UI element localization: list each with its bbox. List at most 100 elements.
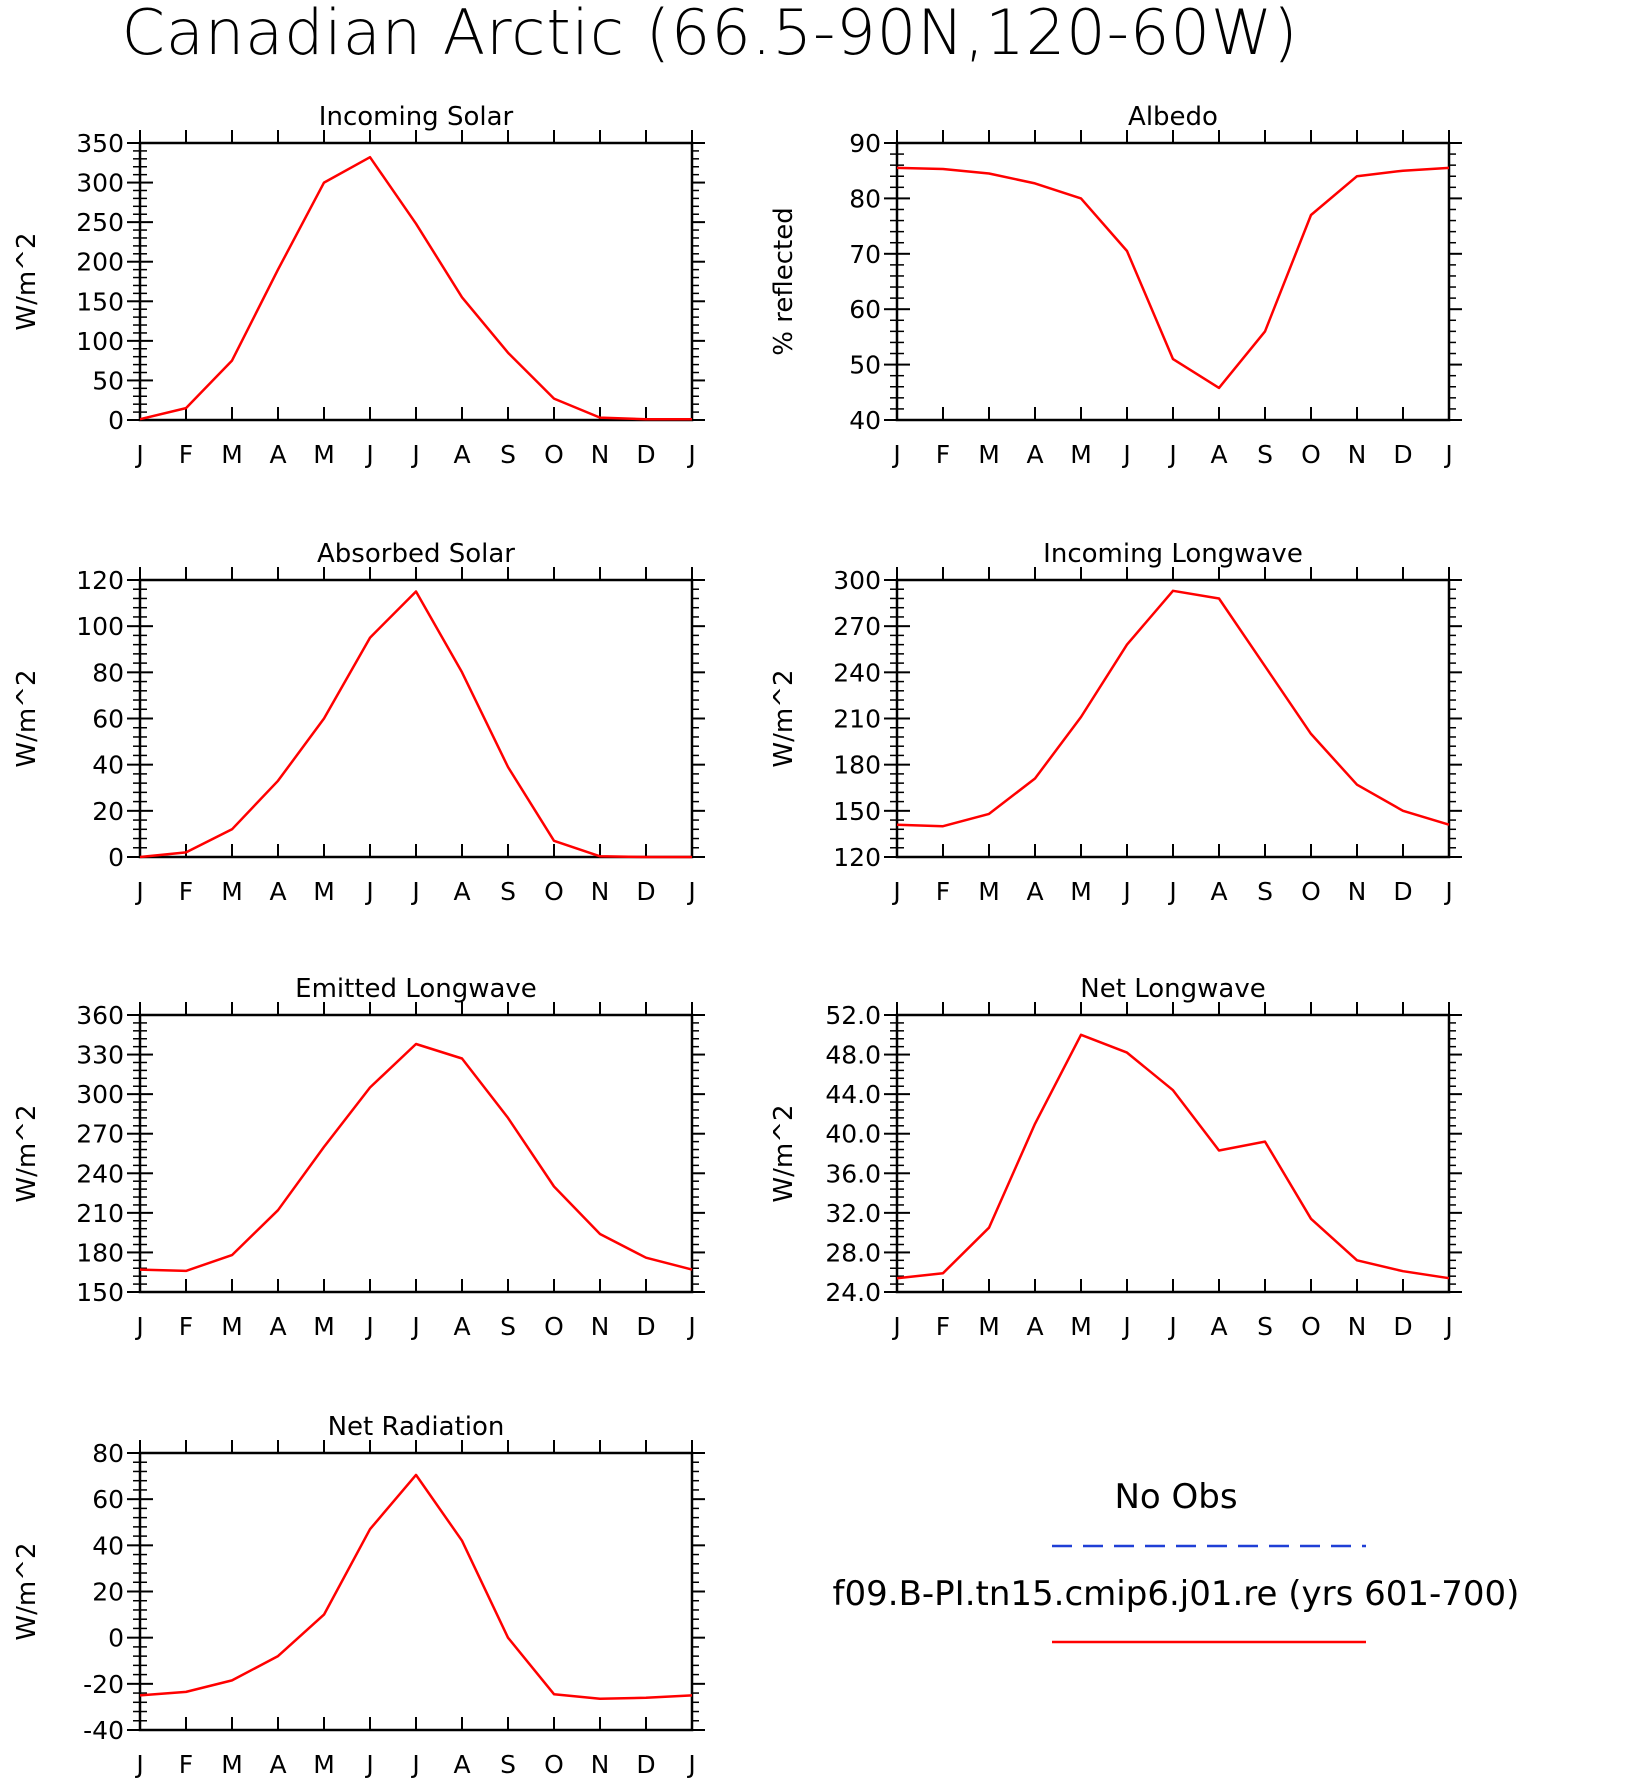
x-tick-label: F [179, 877, 193, 906]
legend-obs-label: No Obs [1114, 1477, 1237, 1517]
y-tick-label: 0 [108, 406, 124, 435]
y-tick-label: 48.0 [825, 1041, 881, 1070]
legend: No Obs f09.B-PI.tn15.cmip6.j01.re (yrs 6… [833, 1477, 1519, 1644]
x-tick-label: J [364, 440, 373, 469]
x-tick-label: N [1348, 1312, 1367, 1341]
x-tick-label: S [500, 440, 516, 469]
y-tick-label: 120 [76, 566, 124, 595]
x-tick-label: S [500, 1750, 516, 1779]
y-tick-label: 270 [76, 1120, 124, 1149]
x-tick-label: F [936, 877, 950, 906]
plot-frame [138, 1451, 694, 1732]
x-tick-label: F [179, 1312, 193, 1341]
y-tick-label: 240 [833, 658, 881, 687]
series-line [139, 155, 692, 421]
x-tick-label: J [686, 1312, 695, 1341]
x-tick-label: A [453, 877, 470, 906]
x-tick-label: J [1443, 1312, 1452, 1341]
x-tick-label: M [313, 440, 335, 469]
x-tick-label: D [636, 1312, 655, 1341]
y-tick-label: 24.0 [825, 1278, 881, 1307]
x-tick-label: A [1210, 440, 1227, 469]
y-tick-label: 40 [92, 1531, 124, 1560]
series-line [139, 1042, 693, 1273]
x-tick-label: D [636, 1750, 655, 1779]
x-tick-label: D [1393, 877, 1412, 906]
panel-title: Absorbed Solar [317, 539, 515, 569]
y-tick-label: 28.0 [825, 1238, 881, 1267]
y-tick-label: -40 [83, 1716, 124, 1745]
y-tick-label: 60 [92, 1485, 124, 1514]
y-tick-label: 80 [92, 658, 124, 687]
y-tick-label: -20 [83, 1670, 124, 1699]
y-tick-label: 180 [833, 751, 881, 780]
y-tick-label: 80 [849, 184, 881, 213]
plot-frame [895, 1013, 1451, 1294]
x-tick-label: A [269, 1750, 286, 1779]
x-tick-label: S [1257, 877, 1273, 906]
x-tick-label: O [544, 440, 564, 469]
x-tick-label: F [179, 440, 193, 469]
x-tick-label: D [1393, 440, 1412, 469]
y-tick-label: 32.0 [825, 1199, 881, 1228]
y-tick-label: 210 [833, 705, 881, 734]
x-tick-label: J [134, 1750, 143, 1779]
x-tick-label: J [1121, 877, 1130, 906]
x-tick-label: N [591, 1750, 610, 1779]
figure-title: Canadian Arctic (66.5-90N,120-60W) [122, 0, 1299, 69]
x-tick-label: O [544, 877, 564, 906]
x-tick-label: A [453, 1312, 470, 1341]
x-tick-label: F [936, 440, 950, 469]
panel-title: Net Radiation [328, 1412, 505, 1442]
x-tick-label: N [1348, 440, 1367, 469]
y-axis-label: % reflected [769, 207, 799, 355]
x-tick-label: J [1443, 440, 1452, 469]
plot-frame [138, 141, 694, 422]
y-tick-label: 350 [76, 129, 124, 158]
x-tick-label: S [1257, 440, 1273, 469]
series-line [139, 590, 692, 859]
x-tick-label: N [591, 877, 610, 906]
x-tick-label: M [221, 440, 243, 469]
y-tick-label: 100 [76, 327, 124, 356]
x-tick-label: M [1070, 440, 1092, 469]
y-tick-label: 20 [92, 797, 124, 826]
x-tick-label: A [1026, 1312, 1043, 1341]
x-tick-label: A [269, 877, 286, 906]
x-tick-label: J [410, 440, 419, 469]
panel-incoming-longwave: J F M A M J J A S O N D J120150180210240270300Incomi… [769, 539, 1462, 906]
x-tick-label: A [269, 440, 286, 469]
x-tick-label: J [134, 877, 143, 906]
panel-title: Incoming Longwave [1043, 539, 1303, 569]
y-tick-label: 0 [108, 1624, 124, 1653]
x-tick-label: M [221, 1312, 243, 1341]
y-tick-label: 60 [92, 705, 124, 734]
x-tick-label: J [364, 1750, 373, 1779]
x-tick-label: M [221, 877, 243, 906]
x-tick-label: J [1121, 1312, 1130, 1341]
x-tick-label: J [1167, 440, 1176, 469]
x-tick-label: N [591, 1312, 610, 1341]
y-tick-label: 0 [108, 843, 124, 872]
x-tick-label: A [1210, 1312, 1227, 1341]
x-tick-label: A [1210, 877, 1227, 906]
y-axis-label: W/m^2 [769, 669, 799, 767]
x-tick-label: J [891, 1312, 900, 1341]
x-tick-label: A [1026, 877, 1043, 906]
x-tick-label: J [364, 877, 373, 906]
x-tick-label: A [453, 440, 470, 469]
panel-incoming-solar: J F M A M J J A S O N D J050100150200250300350Incomi… [12, 102, 705, 469]
x-tick-label: A [453, 1750, 470, 1779]
x-tick-label: N [591, 440, 610, 469]
x-tick-label: M [313, 877, 335, 906]
panel-title: Incoming Solar [319, 102, 514, 132]
x-tick-label: M [978, 877, 1000, 906]
y-tick-label: 50 [92, 366, 124, 395]
x-tick-label: D [636, 877, 655, 906]
x-tick-label: M [1070, 877, 1092, 906]
x-tick-label: J [1443, 877, 1452, 906]
x-tick-label: M [221, 1750, 243, 1779]
x-tick-label: J [891, 440, 900, 469]
